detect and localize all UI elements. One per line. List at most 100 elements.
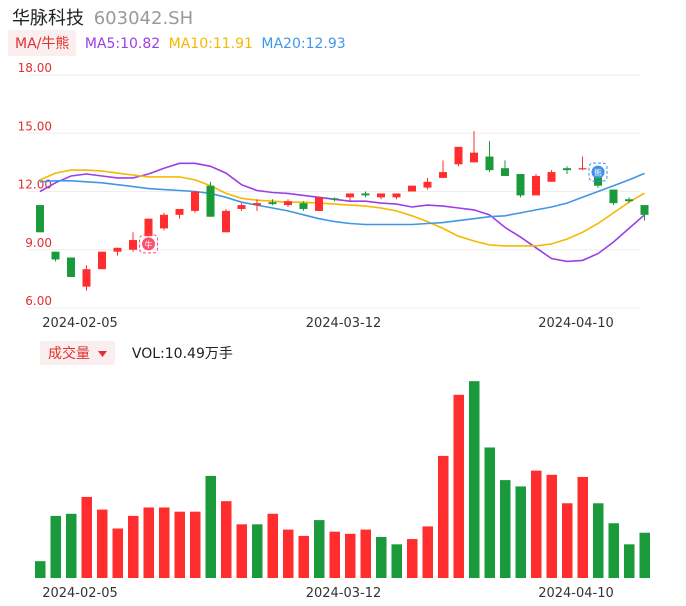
candle <box>299 201 308 211</box>
candle <box>547 170 556 182</box>
candle-body <box>237 205 246 209</box>
candle <box>516 174 525 198</box>
volume-bar <box>329 531 340 578</box>
volume-bar <box>221 501 232 578</box>
candle <box>144 218 153 237</box>
candle-body <box>299 203 308 209</box>
candle-body <box>144 218 153 237</box>
volume-bar <box>546 474 557 578</box>
volume-x-axis-labels: 2024-02-05 2024-03-12 2024-04-10 <box>42 586 614 601</box>
x-tick-label: 2024-04-10 <box>538 586 614 601</box>
candle-body <box>36 205 44 233</box>
candle <box>113 247 122 256</box>
marker-frame <box>588 162 608 182</box>
volume-bar <box>159 507 170 578</box>
candle <box>377 193 385 200</box>
candle-body <box>51 251 60 260</box>
candle <box>609 189 618 206</box>
candle <box>485 141 494 173</box>
volume-bar <box>66 513 77 578</box>
candle <box>160 212 168 231</box>
volume-bar <box>190 511 201 578</box>
x-tick-label: 2024-02-05 <box>42 316 118 331</box>
candle-body <box>532 175 540 196</box>
marker-label: 牛 <box>145 239 153 249</box>
candle-body <box>160 214 168 229</box>
candle-body <box>377 193 385 198</box>
volume-bar <box>314 520 325 578</box>
candle-body <box>516 174 525 196</box>
volume-bar <box>562 503 573 578</box>
volume-bar <box>283 529 294 578</box>
candle-body <box>594 174 602 186</box>
candle <box>361 191 370 198</box>
volume-legend: 成交量 VOL:10.49万手 <box>40 341 233 365</box>
price-y-axis-labels: 18.00 15.00 12.00 9.00 6.00 <box>18 61 52 308</box>
candle <box>284 199 292 208</box>
volume-bar <box>500 480 511 578</box>
candle-body <box>439 172 447 178</box>
candle <box>98 251 106 270</box>
candle <box>532 174 540 196</box>
candle-body <box>563 168 571 171</box>
ma20-line <box>39 172 645 226</box>
marker-dot <box>142 237 155 251</box>
candle <box>222 208 230 233</box>
bear-marker: 熊 <box>588 162 608 182</box>
volume-bar <box>577 476 588 578</box>
candle-body <box>470 152 478 163</box>
y-tick-label: 9.00 <box>25 236 52 250</box>
marker-label: 熊 <box>594 168 602 178</box>
candle <box>625 197 633 204</box>
y-tick-label: 6.00 <box>25 294 52 308</box>
volume-bar <box>391 544 402 578</box>
volume-bar <box>453 394 464 578</box>
candle <box>439 160 447 178</box>
candle <box>423 177 432 190</box>
candle-body <box>129 240 137 250</box>
y-tick-label: 18.00 <box>18 61 52 75</box>
x-tick-label: 2024-03-12 <box>306 316 382 331</box>
volume-bar <box>35 561 46 578</box>
volume-bar <box>267 513 278 578</box>
volume-indicator-dropdown[interactable]: 成交量 <box>40 341 116 365</box>
candle <box>175 208 184 219</box>
ma10-line <box>39 169 645 247</box>
candle <box>470 131 478 163</box>
volume-bar <box>360 529 371 578</box>
candle-body <box>408 185 416 192</box>
candle <box>253 199 261 211</box>
volume-bar <box>624 544 635 578</box>
volume-bar <box>128 515 139 578</box>
candle-body <box>206 185 215 217</box>
candle-body <box>315 197 323 211</box>
candle <box>67 257 75 277</box>
candle-body <box>609 189 618 204</box>
candle-body <box>454 146 463 165</box>
volume-bar <box>236 524 247 578</box>
candle-body <box>175 208 184 215</box>
candle-body <box>392 193 401 198</box>
candle <box>346 193 354 202</box>
candle-body <box>98 251 106 270</box>
ma-legend: MA/牛熊 MA5:10.82 MA10:11.91 MA20:12.93 <box>8 30 346 56</box>
stock-header: 华脉科技 603042.SH <box>12 4 193 30</box>
candle <box>51 251 60 262</box>
candle <box>129 232 137 252</box>
x-tick-label: 2024-04-10 <box>538 316 614 331</box>
ma-toggle-button[interactable]: MA/牛熊 <box>8 30 77 56</box>
candle-body <box>501 168 509 176</box>
candle <box>206 181 215 217</box>
candle <box>392 193 401 200</box>
y-tick-label: 15.00 <box>18 119 52 133</box>
volume-bar <box>97 509 108 578</box>
candle <box>501 160 509 176</box>
volume-bar <box>345 533 356 578</box>
y-tick-label: 12.00 <box>18 178 52 192</box>
volume-bar <box>407 539 418 578</box>
candle-body <box>625 199 633 202</box>
volume-bar <box>593 503 604 578</box>
candle-body <box>578 168 587 170</box>
candle <box>268 199 277 206</box>
